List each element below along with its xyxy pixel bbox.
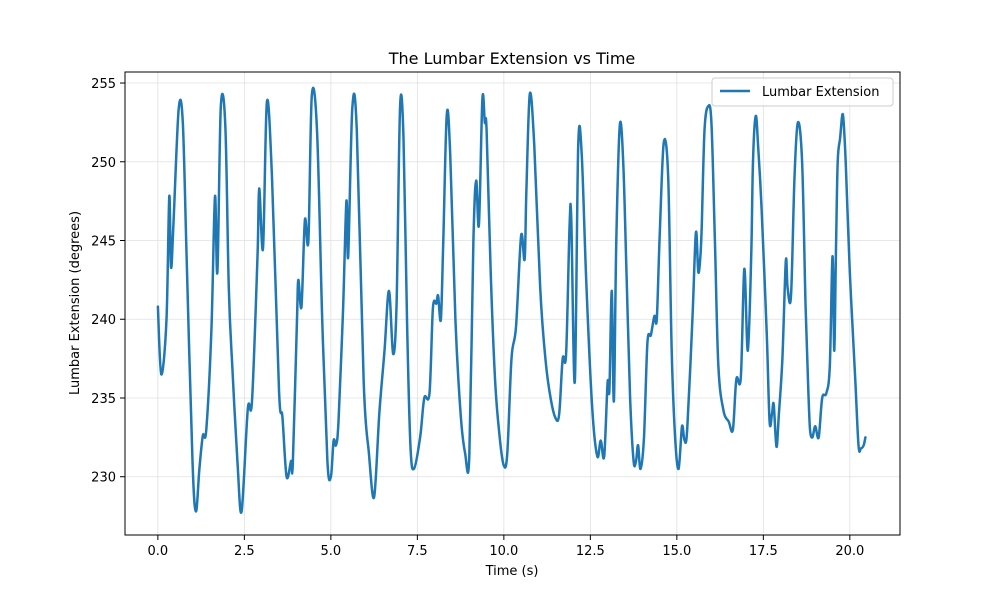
plot-frame <box>124 71 901 536</box>
legend: Lumbar Extension <box>711 77 894 107</box>
series-group <box>156 86 867 514</box>
grid-lines <box>125 72 900 535</box>
y-tick-label: 245 <box>91 235 116 250</box>
legend-label: Lumbar Extension <box>762 85 879 100</box>
x-tick-label: 7.5 <box>407 544 428 559</box>
y-axis-label: Lumbar Extension (degrees) <box>68 211 83 395</box>
x-tick-label: 2.5 <box>234 544 255 559</box>
y-axis-ticks: 230 235 240 245 250 255 <box>91 77 125 486</box>
x-tick-label: 17.5 <box>749 544 778 559</box>
series-line-lumbar-extension <box>156 86 867 514</box>
chart-title: The Lumbar Extension vs Time <box>388 49 636 68</box>
x-axis-ticks: 0.0 2.5 5.0 7.5 10.0 12.5 15.0 17.5 20.0 <box>148 535 864 559</box>
y-tick-label: 250 <box>91 156 116 171</box>
x-tick-label: 0.0 <box>148 544 169 559</box>
y-tick-label: 240 <box>91 313 116 328</box>
y-tick-label: 255 <box>91 77 116 92</box>
x-tick-label: 5.0 <box>321 544 342 559</box>
x-axis-label: Time (s) <box>485 564 539 579</box>
legend-box <box>711 77 894 107</box>
y-tick-label: 235 <box>91 392 116 407</box>
x-tick-label: 20.0 <box>835 544 864 559</box>
x-tick-label: 15.0 <box>662 544 691 559</box>
x-tick-label: 12.5 <box>576 544 605 559</box>
x-tick-label: 10.0 <box>489 544 518 559</box>
y-tick-label: 230 <box>91 471 116 486</box>
